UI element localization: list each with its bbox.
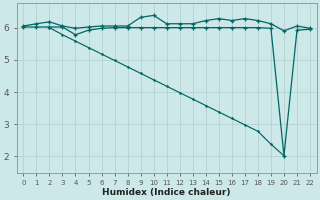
- X-axis label: Humidex (Indice chaleur): Humidex (Indice chaleur): [102, 188, 231, 197]
